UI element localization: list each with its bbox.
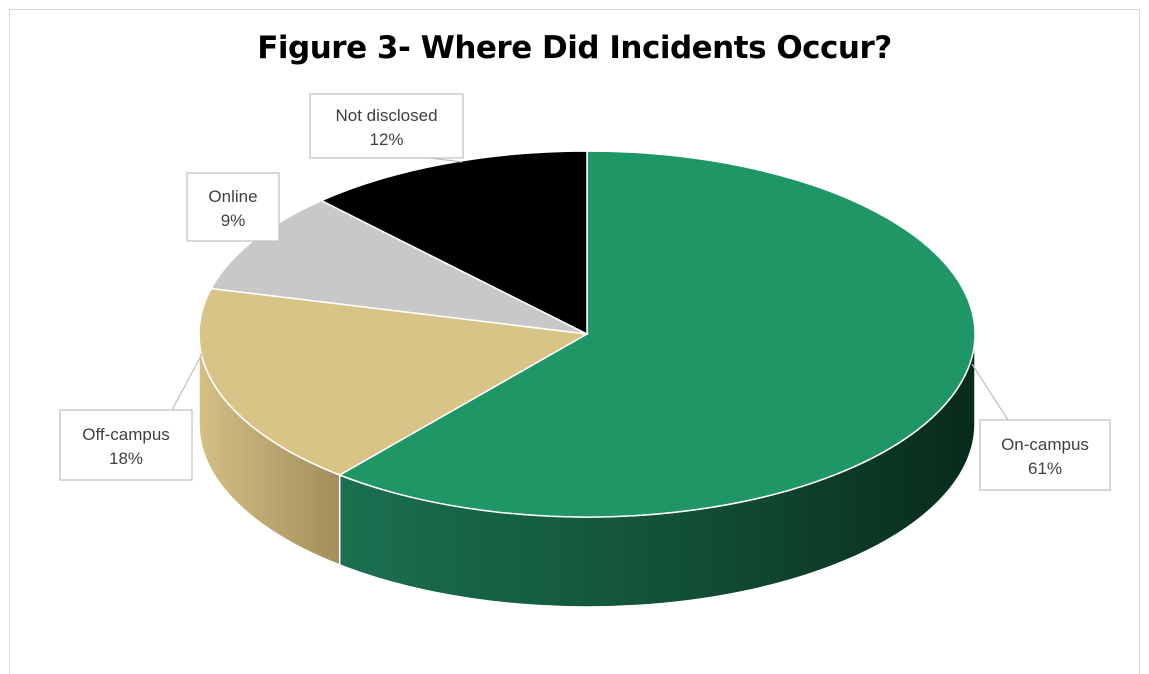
- data-label-value-online: 9%: [221, 211, 246, 230]
- leader-line-on-campus: [971, 363, 1009, 421]
- label-box-on-campus: [979, 419, 1111, 491]
- data-label-category-off-campus: Off-campus: [82, 425, 170, 444]
- label-box-not-disclosed: [309, 93, 464, 159]
- slice-on-campus: [337, 150, 976, 518]
- data-label-category-online: Online: [208, 187, 257, 206]
- data-label-value-not-disclosed: 12%: [369, 130, 403, 149]
- label-box-online: [186, 172, 280, 242]
- leader-line-not-disclosed: [429, 157, 463, 163]
- chart-title: Figure 3- Where Did Incidents Occur?: [257, 30, 892, 66]
- data-label-category-not-disclosed: Not disclosed: [335, 106, 437, 125]
- data-label-value-on-campus: 61%: [1028, 459, 1062, 478]
- leader-line-off-campus: [171, 353, 203, 411]
- slice-not-disclosed: [319, 150, 588, 336]
- slice-off-campus: [198, 287, 590, 476]
- label-box-off-campus: [59, 409, 193, 481]
- data-label-value-off-campus: 18%: [109, 449, 143, 468]
- data-label-category-on-campus: On-campus: [1001, 435, 1089, 454]
